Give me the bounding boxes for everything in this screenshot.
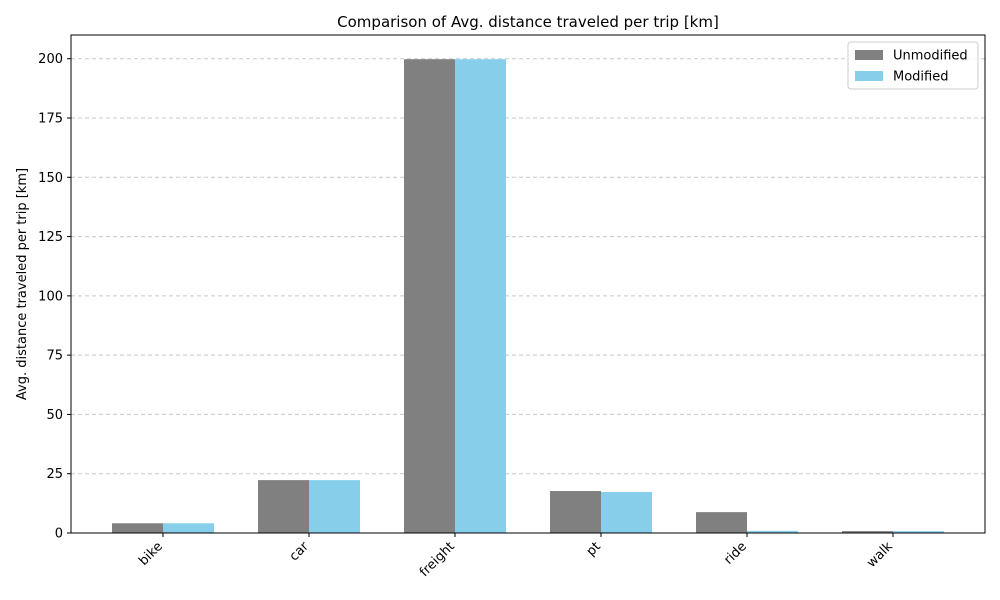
bar-modified-bike	[163, 523, 214, 533]
legend-swatch	[855, 71, 883, 81]
bar-modified-ride	[747, 530, 798, 533]
x-tick-label: car	[287, 539, 313, 565]
x-tick-label: freight	[417, 539, 458, 580]
bar-modified-car	[309, 480, 360, 533]
y-tick-label: 25	[46, 467, 63, 482]
bar-unmodified-walk	[842, 531, 893, 533]
y-tick-label: 125	[38, 230, 63, 245]
bar-unmodified-freight	[404, 59, 455, 534]
bar-unmodified-bike	[112, 523, 163, 533]
legend: Unmodified Modified	[847, 41, 979, 90]
y-tick-label: 0	[55, 527, 63, 542]
x-tick-label: ride	[721, 539, 749, 567]
y-axis-label: Avg. distance traveled per trip [km]	[15, 168, 30, 400]
bars	[112, 59, 944, 534]
legend-swatch	[855, 50, 883, 60]
y-tick-label: 175	[38, 112, 63, 127]
bar-modified-freight	[455, 59, 506, 534]
legend-label: Unmodified	[893, 49, 968, 64]
y-tick-label: 50	[46, 408, 63, 423]
x-tick-label: walk	[864, 539, 896, 571]
bar-unmodified-ride	[696, 512, 747, 533]
chart-title: Comparison of Avg. distance traveled per…	[337, 13, 719, 31]
plot-frame	[70, 34, 986, 534]
y-tick-label: 200	[38, 52, 63, 67]
bar-unmodified-car	[258, 480, 309, 533]
bar-modified-pt	[601, 491, 652, 533]
y-tick-label: 75	[46, 349, 63, 364]
x-tick-label: pt	[584, 539, 604, 559]
y-tick-label: 150	[38, 171, 63, 186]
bar-modified-walk	[893, 531, 944, 533]
bar-unmodified-pt	[550, 491, 601, 533]
axes: 0 25 50 75 100 125 150 175 200 bike car freight pt ri…	[38, 34, 986, 580]
legend-label: Modified	[893, 70, 948, 85]
grid-lines	[71, 58, 985, 475]
x-tick-label: bike	[136, 539, 166, 569]
y-tick-label: 100	[38, 289, 63, 304]
